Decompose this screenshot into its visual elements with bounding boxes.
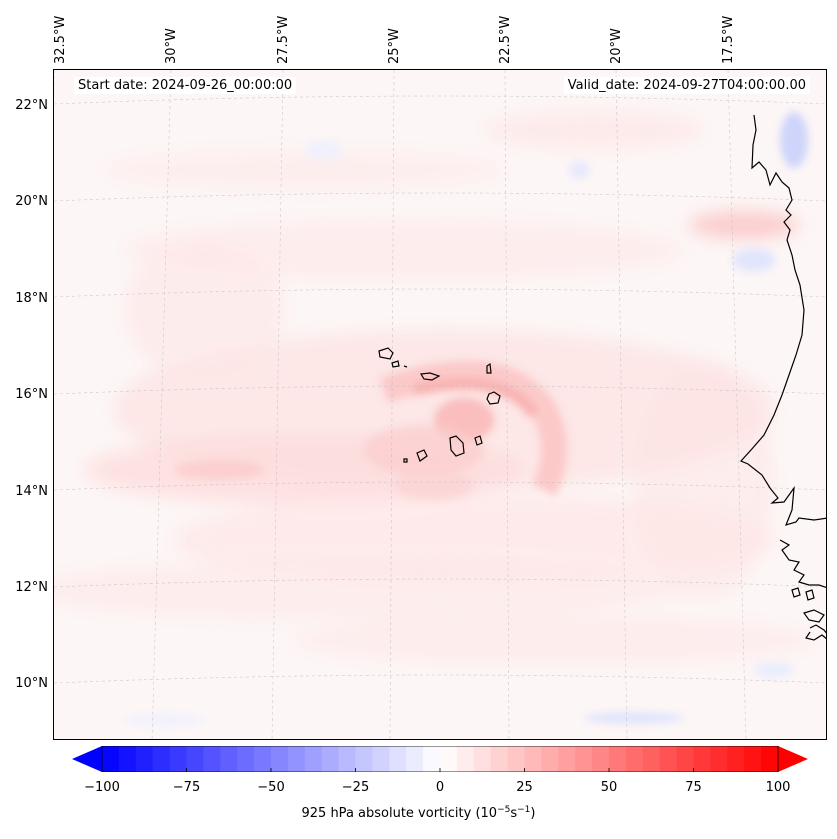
colorbar-cell: [456, 746, 475, 772]
negative-vorticity: [124, 112, 808, 726]
colorbar-cell: [710, 746, 728, 772]
lon-label-27-5w: 27.5°W: [276, 15, 291, 64]
valid-date-label: Valid_date: 2024-09-27T04:00:00.00: [563, 77, 810, 94]
colorbar-cell: [406, 746, 424, 772]
colorbar-tick-label: 75: [685, 780, 702, 795]
storm-vortex: [174, 361, 567, 500]
lat-label-14n: 14°N: [15, 484, 48, 499]
lat-label-12n: 12°N: [15, 580, 48, 595]
colorbar-cell: [355, 746, 373, 772]
lat-label-10n: 10°N: [15, 676, 48, 691]
colorbar-cell: [727, 746, 745, 772]
lon-label-32-5w: 32.5°W: [53, 15, 68, 64]
colorbar-tick-label: −100: [84, 780, 120, 795]
colorbar-cell: [169, 746, 188, 772]
colorbar-title: 925 hPa absolute vorticity (10−5s−1): [0, 805, 837, 821]
lat-label-20n: 20°N: [15, 194, 48, 209]
lon-label-30w: 30°W: [164, 28, 179, 64]
colorbar-svg: [72, 745, 808, 773]
colorbar-tick-label: 100: [765, 780, 791, 795]
colorbar-cell: [507, 746, 526, 772]
colorbar-ticks: [101, 768, 779, 772]
lon-label-22-5w: 22.5°W: [498, 15, 513, 64]
colorbar-cell: [287, 746, 306, 772]
colorbar-tick-label: −25: [341, 780, 370, 795]
colorbar-tick-label: −50: [257, 780, 285, 795]
lat-label-16n: 16°N: [15, 387, 48, 402]
colorbar-cell: [338, 746, 357, 772]
colorbar-max-extend: [778, 746, 808, 772]
colorbar-cell: [203, 746, 221, 772]
colorbar-cell: [220, 746, 238, 772]
colorbar-cell: [490, 746, 509, 772]
colorbar-cell: [541, 746, 559, 772]
colorbar-cell: [558, 746, 576, 772]
colorbar-cell: [321, 746, 340, 772]
colorbar-cell: [254, 746, 272, 772]
colorbar-cell: [186, 746, 204, 772]
start-date-label: Start date: 2024-09-26_00:00:00: [74, 77, 297, 94]
vorticity-field: [54, 70, 826, 739]
colorbar-cell: [625, 746, 644, 772]
colorbar-cell: [440, 746, 458, 772]
colorbar-cell: [761, 746, 779, 772]
lat-label-22n: 22°N: [15, 98, 48, 113]
colorbar-cell: [304, 746, 323, 772]
colorbar-cell: [659, 746, 678, 772]
colorbar-cell: [389, 746, 407, 772]
colorbar-cell: [271, 746, 289, 772]
lon-label-17-5w: 17.5°W: [721, 15, 736, 64]
graticule: [54, 70, 826, 739]
african-coastline: [739, 114, 826, 641]
colorbar-cell: [237, 746, 255, 772]
colorbar-cell: [423, 746, 441, 772]
colorbar-cell: [575, 746, 593, 772]
colorbar-tick-label: 25: [516, 780, 533, 795]
map-panel: [53, 69, 827, 740]
colorbar-cell: [592, 746, 610, 772]
colorbar-cell: [152, 746, 171, 772]
colorbar-cell: [118, 746, 137, 772]
colorbar-title-exp2: −1: [517, 805, 531, 815]
colorbar-cell: [135, 746, 154, 772]
lat-label-18n: 18°N: [15, 291, 48, 306]
cabo-verde-islands: [378, 347, 501, 463]
colorbar-cells: [102, 746, 779, 772]
colorbar-cell: [609, 746, 627, 772]
lon-label-25w: 25°W: [387, 28, 402, 64]
colorbar-title-suffix: ): [530, 806, 536, 821]
colorbar-min-extend: [72, 746, 102, 772]
colorbar-cell: [524, 746, 542, 772]
colorbar-cell: [744, 746, 762, 772]
colorbar-title-exp1: −5: [497, 805, 511, 815]
colorbar-tick-label: 0: [435, 780, 445, 795]
colorbar-tick-label: 50: [600, 780, 618, 795]
colorbar-cell: [102, 746, 120, 772]
colorbar-tick-label: −75: [172, 780, 201, 795]
colorbar-title-s: s: [510, 806, 518, 821]
colorbar-cell: [372, 746, 390, 772]
colorbar-title-prefix: 925 hPa absolute vorticity (10: [301, 806, 498, 821]
colorbar-cell: [642, 746, 661, 772]
colorbar: [72, 745, 808, 773]
colorbar-cell: [473, 746, 492, 772]
colorbar-cell: [693, 746, 711, 772]
lon-label-20w: 20°W: [609, 28, 624, 64]
colorbar-cell: [676, 746, 695, 772]
